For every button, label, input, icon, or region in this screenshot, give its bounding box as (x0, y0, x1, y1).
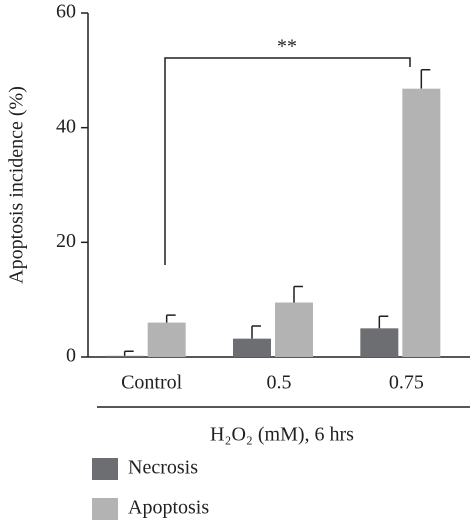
bar (105, 355, 144, 357)
error-bar (420, 69, 431, 89)
x-tick-label: 0.5 (267, 372, 292, 394)
bar (275, 302, 313, 357)
legend-swatch (92, 498, 118, 520)
bar (233, 338, 271, 357)
bar (147, 322, 186, 357)
error-bar (165, 314, 176, 323)
legend-swatch (92, 458, 118, 480)
x-tick-label: Control (121, 372, 183, 394)
legend-label: Necrosis (128, 457, 198, 479)
error-bar (378, 315, 389, 329)
y-tick-label: 60 (56, 1, 76, 23)
y-tick-label: 0 (66, 345, 76, 367)
x-tick-label: 0.75 (389, 372, 424, 394)
y-axis-label: Apoptosis incidence (%) (6, 86, 28, 284)
annotation: ** (277, 36, 297, 58)
y-tick-label: 40 (56, 115, 76, 137)
y-tick-label: 20 (56, 230, 76, 252)
legend-label: Apoptosis (128, 497, 209, 519)
error-bar (123, 350, 134, 356)
error-bar (251, 325, 261, 339)
significance-bracket (164, 57, 411, 265)
x-axis-label: H₂O₂ (mM), 6 hrs (210, 424, 354, 446)
bar (360, 328, 399, 357)
error-bar (293, 285, 303, 303)
bar (402, 88, 441, 358)
